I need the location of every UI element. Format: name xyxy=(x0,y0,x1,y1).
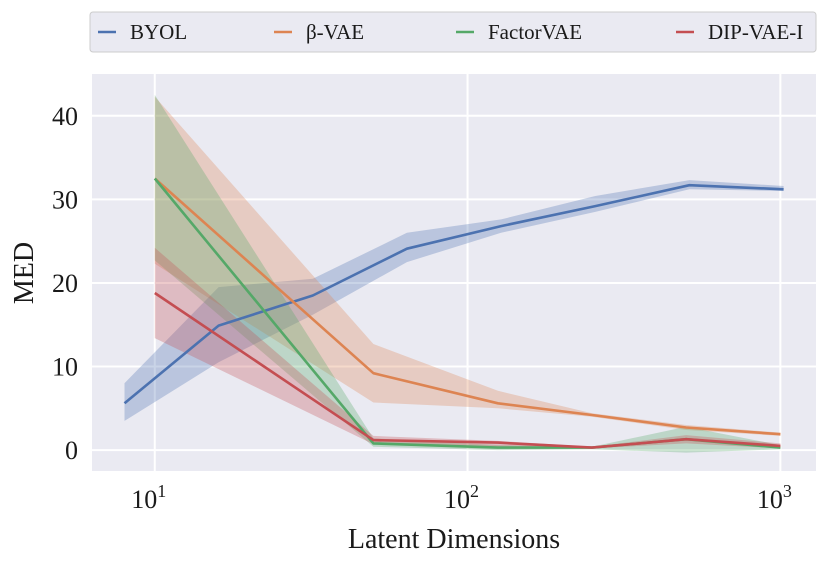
line-dip-vae-i xyxy=(154,291,781,449)
y-tick-label: 30 xyxy=(52,185,78,214)
legend-label-byol: BYOL xyxy=(130,20,187,44)
y-tick-label: 20 xyxy=(52,269,78,298)
line-vae xyxy=(153,177,781,436)
line-byol xyxy=(123,183,784,405)
legend-label-factorvae: FactorVAE xyxy=(488,20,582,44)
band-vae xyxy=(154,96,781,436)
x-tick-label: 102 xyxy=(444,481,479,514)
x-tick-label: 101 xyxy=(131,481,166,514)
legend: BYOL β-VAE FactorVAE DIP-VAE-I xyxy=(89,11,817,53)
band-factorvae xyxy=(154,94,781,453)
plot-area xyxy=(92,74,816,471)
y-axis-label: MED xyxy=(9,242,40,304)
x-axis-label: Latent Dimensions xyxy=(348,524,560,555)
legend-label-vae: β-VAE xyxy=(306,20,364,44)
x-tick-label: 103 xyxy=(757,481,792,514)
legend-label-dip-vae-i: DIP-VAE-I xyxy=(708,20,803,44)
y-tick-label: 40 xyxy=(52,102,78,131)
y-tick-label: 0 xyxy=(65,436,78,465)
y-tick-label: 10 xyxy=(52,353,78,382)
legend-frame xyxy=(89,11,817,53)
